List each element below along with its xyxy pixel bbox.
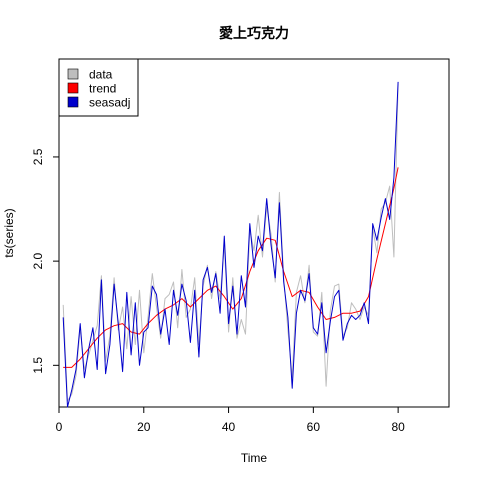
- series-line-data: [62, 83, 399, 402]
- x-tick-label: 40: [222, 420, 236, 434]
- y-tick-label: 2.5: [31, 148, 45, 165]
- legend-label-trend: trend: [89, 82, 116, 96]
- legend-swatch-data: [67, 68, 79, 80]
- y-axis: 1.5 2.0 2.5: [31, 148, 60, 374]
- y-axis-label: ts(series): [2, 208, 16, 257]
- x-axis: 0 20 40 60 80: [56, 406, 405, 434]
- x-axis-label: Time: [241, 451, 268, 465]
- x-tick-label: 60: [307, 420, 321, 434]
- x-tick-label: 80: [391, 420, 405, 434]
- chart-title: 愛上巧克力: [219, 25, 289, 41]
- y-tick-label: 2.0: [31, 252, 45, 269]
- y-tick-label: 1.5: [31, 357, 45, 374]
- x-tick-label: 20: [137, 420, 151, 434]
- series-line-trend: [63, 167, 399, 368]
- legend-swatch-seasadj: [67, 96, 79, 108]
- x-tick-label: 0: [56, 420, 63, 434]
- legend-swatch-trend: [67, 82, 79, 94]
- series-line-seasadj: [62, 81, 399, 408]
- legend-label-seasadj: seasadj: [89, 96, 130, 110]
- series-layer: [62, 81, 399, 408]
- legend-label-data: data: [89, 68, 113, 82]
